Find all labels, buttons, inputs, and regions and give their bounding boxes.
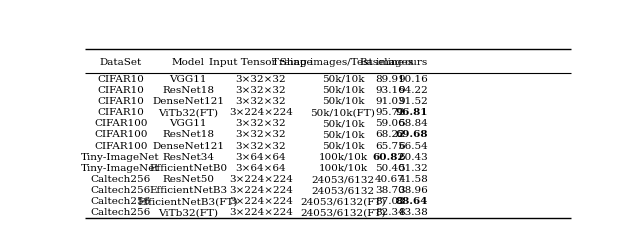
Text: 100k/10k: 100k/10k	[318, 163, 367, 172]
Text: ResNet18: ResNet18	[162, 86, 214, 94]
Text: Baseline: Baseline	[360, 57, 404, 66]
Text: 24053/6132(FT): 24053/6132(FT)	[300, 196, 386, 205]
Text: CIFAR10: CIFAR10	[97, 96, 144, 106]
Text: 3×32×32: 3×32×32	[236, 141, 286, 150]
Text: 95.72: 95.72	[375, 108, 404, 117]
Text: 3×32×32: 3×32×32	[236, 96, 286, 106]
Text: ResNet50: ResNet50	[162, 174, 214, 183]
Text: 3×64×64: 3×64×64	[236, 152, 286, 161]
Text: 65.75: 65.75	[375, 141, 404, 150]
Text: Caltech256: Caltech256	[90, 186, 151, 194]
Text: ours: ours	[404, 57, 428, 66]
Text: 87.02: 87.02	[375, 196, 404, 205]
Text: 3×64×64: 3×64×64	[236, 163, 286, 172]
Text: 60.82: 60.82	[372, 152, 404, 161]
Text: 24053/6132(FT): 24053/6132(FT)	[300, 208, 386, 216]
Text: ViTb32(FT): ViTb32(FT)	[158, 208, 218, 216]
Text: 3×224×224: 3×224×224	[229, 108, 293, 117]
Text: 50k/10k(FT): 50k/10k(FT)	[310, 108, 375, 117]
Text: 3×224×224: 3×224×224	[229, 208, 293, 216]
Text: CIFAR10: CIFAR10	[97, 108, 144, 117]
Text: 94.22: 94.22	[398, 86, 428, 94]
Text: 3×32×32: 3×32×32	[236, 119, 286, 128]
Text: 40.67: 40.67	[375, 174, 404, 183]
Text: 68.22: 68.22	[375, 130, 404, 139]
Text: 83.38: 83.38	[398, 208, 428, 216]
Text: 3×32×32: 3×32×32	[236, 86, 286, 94]
Text: 93.16: 93.16	[375, 86, 404, 94]
Text: ResNet18: ResNet18	[162, 130, 214, 139]
Text: 82.34: 82.34	[375, 208, 404, 216]
Text: 38.96: 38.96	[398, 186, 428, 194]
Text: 3×32×32: 3×32×32	[236, 130, 286, 139]
Text: CIFAR10: CIFAR10	[97, 74, 144, 83]
Text: 50k/10k: 50k/10k	[322, 96, 364, 106]
Text: 3×224×224: 3×224×224	[229, 186, 293, 194]
Text: Traing images/Test images: Traing images/Test images	[272, 57, 413, 66]
Text: 96.81: 96.81	[396, 108, 428, 117]
Text: Tiny-ImageNet: Tiny-ImageNet	[81, 152, 160, 161]
Text: Input Tensor Shape: Input Tensor Shape	[209, 57, 313, 66]
Text: 51.32: 51.32	[398, 163, 428, 172]
Text: 88.64: 88.64	[396, 196, 428, 205]
Text: CIFAR100: CIFAR100	[94, 119, 147, 128]
Text: CIFAR10: CIFAR10	[97, 86, 144, 94]
Text: 100k/10k: 100k/10k	[318, 152, 367, 161]
Text: ResNet34: ResNet34	[162, 152, 214, 161]
Text: Caltech256: Caltech256	[90, 196, 151, 205]
Text: DataSet: DataSet	[100, 57, 142, 66]
Text: 60.43: 60.43	[398, 152, 428, 161]
Text: EfficientNetB3: EfficientNetB3	[149, 186, 227, 194]
Text: CIFAR100: CIFAR100	[94, 130, 147, 139]
Text: 50.40: 50.40	[375, 163, 404, 172]
Text: 38.70: 38.70	[375, 186, 404, 194]
Text: Caltech256: Caltech256	[90, 174, 151, 183]
Text: 90.16: 90.16	[398, 74, 428, 83]
Text: 50k/10k: 50k/10k	[322, 119, 364, 128]
Text: VGG11: VGG11	[170, 119, 207, 128]
Text: 24053/6132: 24053/6132	[311, 186, 374, 194]
Text: Tiny-ImageNet: Tiny-ImageNet	[81, 163, 160, 172]
Text: 50k/10k: 50k/10k	[322, 86, 364, 94]
Text: 58.84: 58.84	[398, 119, 428, 128]
Text: 89.91: 89.91	[375, 74, 404, 83]
Text: EfficientNetB3(FT): EfficientNetB3(FT)	[138, 196, 238, 205]
Text: 50k/10k: 50k/10k	[322, 130, 364, 139]
Text: 3×224×224: 3×224×224	[229, 174, 293, 183]
Text: EfficientNetB0: EfficientNetB0	[149, 163, 227, 172]
Text: Caltech256: Caltech256	[90, 208, 151, 216]
Text: 50k/10k: 50k/10k	[322, 74, 364, 83]
Text: DenseNet121: DenseNet121	[152, 96, 224, 106]
Text: 66.54: 66.54	[398, 141, 428, 150]
Text: 3×224×224: 3×224×224	[229, 196, 293, 205]
Text: 91.52: 91.52	[398, 96, 428, 106]
Text: CIFAR100: CIFAR100	[94, 141, 147, 150]
Text: 24053/6132: 24053/6132	[311, 174, 374, 183]
Text: 91.03: 91.03	[375, 96, 404, 106]
Text: 41.58: 41.58	[398, 174, 428, 183]
Text: 69.68: 69.68	[396, 130, 428, 139]
Text: 3×32×32: 3×32×32	[236, 74, 286, 83]
Text: VGG11: VGG11	[170, 74, 207, 83]
Text: Model: Model	[172, 57, 205, 66]
Text: DenseNet121: DenseNet121	[152, 141, 224, 150]
Text: 50k/10k: 50k/10k	[322, 141, 364, 150]
Text: 59.06: 59.06	[375, 119, 404, 128]
Text: ViTb32(FT): ViTb32(FT)	[158, 108, 218, 117]
